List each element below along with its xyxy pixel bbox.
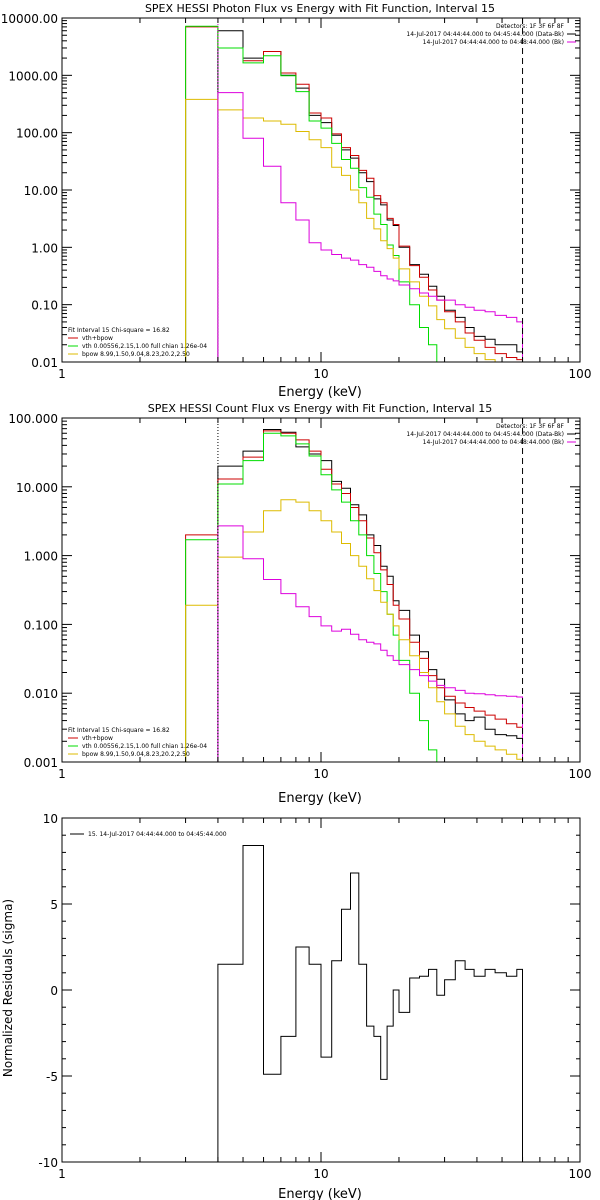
photon-y-tick-label: 0.01: [31, 356, 58, 370]
photon-series-bpow: [185, 98, 523, 363]
count-flux-panel: SPEX HESSI Count Flux vs Energy with Fit…: [8, 402, 591, 806]
photon-y-tick-label: 100.00: [16, 127, 58, 141]
count-legend-text: Detectors: 1F 3F 6F 8F: [496, 423, 565, 430]
count-series-total: [185, 430, 523, 762]
residuals-y-tick-label: 0: [50, 984, 58, 998]
photon-x-tick-label: 10: [313, 367, 328, 381]
count-legend-text: vth+bpow: [82, 735, 113, 742]
photon-flux-panel: SPEX HESSI Photon Flux vs Energy with Fi…: [1, 2, 592, 400]
photon-legend-text: 14-Jul-2017 04:44:44.000 to 04:48:44.000…: [423, 39, 564, 46]
count-panel-x-axis-label: Energy (keV): [278, 791, 362, 806]
photon-legend-text: vth+bpow: [82, 335, 113, 342]
residuals-y-tick-label: -5: [46, 1070, 58, 1084]
photon-y-tick-label: 1000.00: [8, 69, 58, 83]
count-y-tick-label: 1.000: [24, 550, 58, 564]
photon-axes-frame: [61, 17, 581, 363]
photon-panel-title: SPEX HESSI Photon Flux vs Energy with Fi…: [145, 2, 495, 15]
residuals-y-tick-label: 10: [43, 812, 58, 826]
photon-y-tick-label: 10000.00: [1, 12, 58, 26]
count-panel-title: SPEX HESSI Count Flux vs Energy with Fit…: [148, 402, 492, 415]
count-x-tick-label: 100: [569, 767, 592, 781]
photon-legend-text: Fit Interval 15 Chi-square = 16.82: [68, 327, 170, 334]
photon-y-tick-label: 10.00: [24, 184, 58, 198]
photon-series-total: [185, 26, 523, 362]
count-series-data: [217, 429, 523, 762]
count-y-tick-label: 0.001: [24, 756, 58, 770]
residuals-panel: Energy (keV) Normalized Residuals (sigma…: [1, 812, 591, 1200]
count-series-bpow: [185, 499, 534, 763]
residuals-series-residuals: [217, 845, 523, 1162]
count-legend-text: vth 0.00556,2.15,1.00 full chian 1.26e-0…: [82, 743, 207, 750]
count-series-bk: [217, 525, 523, 762]
count-legend-text: 14-Jul-2017 04:44:44.000 to 04:48:44.000…: [423, 439, 564, 446]
residuals-y-tick-label: 5: [50, 898, 58, 912]
photon-panel-x-axis-label: Energy (keV): [278, 385, 362, 400]
photon-series-data: [217, 30, 523, 362]
count-legend-text: bpow 8.99,1.50,9.04,8.23,20.2,2.50: [82, 751, 190, 758]
residuals-x-tick-label: 100: [569, 1167, 592, 1181]
photon-y-tick-label: 1.00: [31, 241, 58, 255]
count-y-tick-label: 100.000: [8, 412, 58, 426]
count-x-tick-label: 1: [58, 767, 66, 781]
count-y-tick-label: 10.000: [16, 481, 58, 495]
photon-series-vth: [185, 25, 523, 363]
residuals-panel-y-axis-label: Normalized Residuals (sigma): [1, 899, 15, 1077]
photon-series-bk: [217, 92, 523, 362]
count-series-vth: [185, 432, 445, 763]
residuals-legend-text: 15. 14-Jul-2017 04:44:44.000 to 04:45:44…: [88, 831, 227, 838]
photon-legend-text: vth 0.00556,2.15,1.00 full chian 1.26e-0…: [82, 343, 207, 350]
count-y-tick-label: 0.010: [24, 687, 58, 701]
residuals-x-tick-label: 10: [313, 1167, 328, 1181]
residuals-y-tick-label: -10: [38, 1156, 58, 1170]
residuals-x-tick-label: 1: [58, 1167, 66, 1181]
residuals-panel-x-axis-label: Energy (keV): [278, 1187, 362, 1200]
count-y-tick-label: 0.100: [24, 618, 58, 632]
count-legend-text: Fit Interval 15 Chi-square = 16.82: [68, 727, 170, 734]
photon-x-tick-label: 1: [58, 367, 66, 381]
photon-legend-text: 14-Jul-2017 04:44:44.000 to 04:45:44.000…: [406, 31, 564, 38]
count-x-tick-label: 10: [313, 767, 328, 781]
photon-x-tick-label: 100: [569, 367, 592, 381]
photon-legend-text: bpow 8.99,1.50,9.04,8.23,20.2,2.50: [82, 351, 190, 358]
photon-y-tick-label: 0.10: [31, 299, 58, 313]
photon-legend-text: Detectors: 1F 3F 6F 8F: [496, 23, 565, 30]
count-legend-text: 14-Jul-2017 04:44:44.000 to 04:45:44.000…: [406, 431, 564, 438]
